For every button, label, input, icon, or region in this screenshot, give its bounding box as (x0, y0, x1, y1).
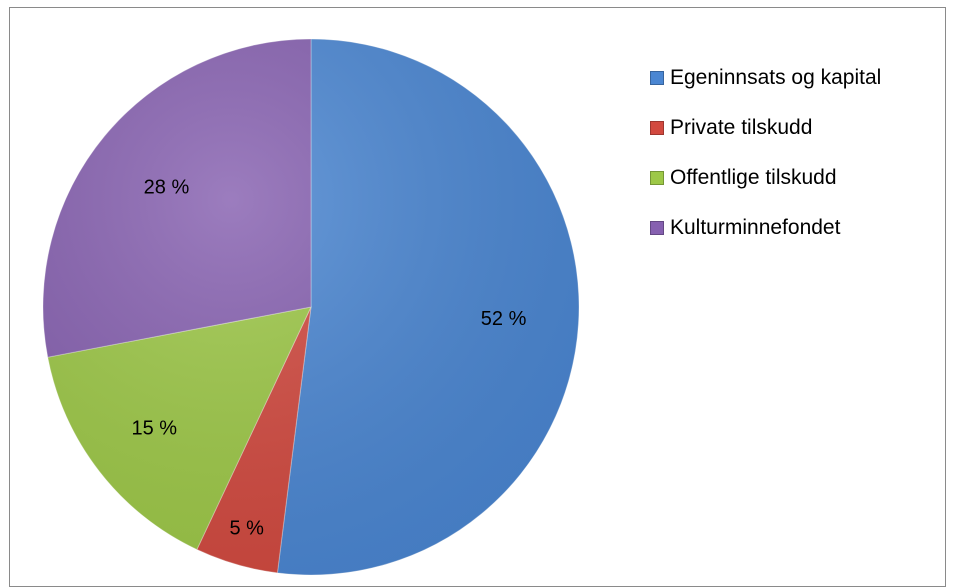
data-label-egeninnsats: 52 % (481, 308, 527, 330)
legend-swatch-offentlige (650, 170, 664, 185)
legend-item-egeninnsats: Egeninnsats og kapital (650, 64, 881, 91)
data-label-private: 5 % (229, 517, 264, 539)
legend-swatch-kulturminnefondet (650, 220, 664, 235)
legend-label-egeninnsats: Egeninnsats og kapital (670, 65, 882, 89)
legend-swatch-egeninnsats (650, 70, 664, 85)
pie-slice-egeninnsats (276, 38, 580, 576)
data-label-offentlige: 15 % (131, 418, 177, 440)
legend-label-private: Private tilskudd (670, 115, 813, 139)
legend-item-private: Private tilskudd (650, 114, 881, 141)
legend: Egeninnsats og kapital Private tilskudd … (650, 64, 881, 264)
legend-item-offentlige: Offentlige tilskudd (650, 164, 881, 191)
pie-labels: 52 % 5 % 15 % 28 % (131, 176, 526, 539)
data-label-kulturminnefondet: 28 % (144, 176, 190, 198)
legend-label-kulturminnefondet: Kulturminnefondet (670, 215, 841, 239)
legend-swatch-private (650, 120, 664, 135)
pie-slices (42, 38, 580, 576)
legend-label-offentlige: Offentlige tilskudd (670, 165, 837, 189)
legend-item-kulturminnefondet: Kulturminnefondet (650, 214, 881, 241)
